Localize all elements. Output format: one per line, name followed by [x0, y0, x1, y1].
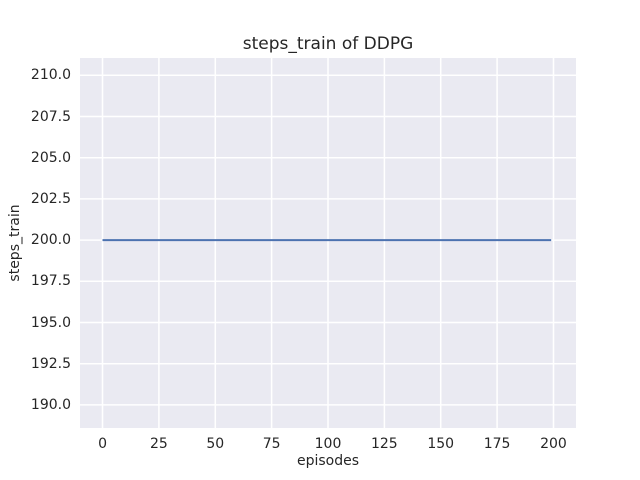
x-tick-label: 0	[98, 436, 107, 452]
x-tick-label: 200	[540, 436, 567, 452]
y-tick-label: 205.0	[30, 149, 71, 166]
y-tick-label: 195.0	[30, 314, 71, 331]
y-axis-label-text: steps_train	[7, 204, 23, 282]
chart-title: steps_train of DDPG	[242, 34, 414, 54]
y-tick-label: 207.5	[30, 108, 71, 125]
y-tick-label: 210.0	[30, 67, 71, 84]
x-tick-label: 50	[206, 436, 225, 452]
y-tick-label: 197.5	[30, 273, 71, 290]
y-tick-label: 202.5	[30, 190, 71, 207]
y-tick-label: 190.0	[30, 396, 71, 413]
x-axis-label: episodes	[296, 453, 360, 469]
plot-canvas	[80, 58, 576, 428]
y-tick-label: 192.5	[30, 355, 71, 372]
x-tick-label: 25	[149, 436, 168, 452]
x-tick-label: 100	[314, 436, 342, 452]
x-tick-label: 175	[483, 436, 511, 452]
y-tick-label: 200.0	[30, 232, 71, 249]
x-tick-label: 150	[427, 436, 455, 452]
x-tick-label: 75	[262, 436, 281, 452]
plot-area	[80, 58, 576, 428]
x-tick-label: 125	[370, 436, 398, 452]
